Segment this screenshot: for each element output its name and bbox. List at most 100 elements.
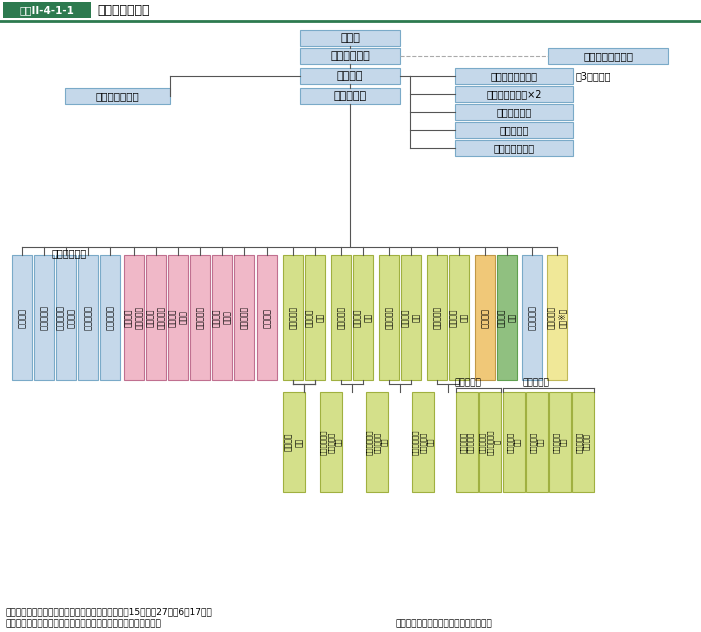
FancyBboxPatch shape (283, 255, 303, 380)
FancyBboxPatch shape (234, 255, 254, 380)
FancyBboxPatch shape (455, 122, 573, 138)
FancyBboxPatch shape (455, 104, 573, 120)
Text: 自衛隊地区
病院: 自衛隊地区 病院 (553, 432, 567, 453)
Text: 防衛施設
中央審議会: 防衛施設 中央審議会 (147, 306, 165, 329)
FancyBboxPatch shape (549, 392, 571, 492)
Text: 防衛大臣秘書官: 防衛大臣秘書官 (494, 143, 535, 153)
Text: 防衛大臣補佐官: 防衛大臣補佐官 (95, 91, 139, 101)
FancyBboxPatch shape (456, 392, 478, 492)
FancyBboxPatch shape (3, 2, 91, 18)
Text: 防衛医科
大学校: 防衛医科 大学校 (212, 308, 232, 327)
Text: 防衛事務次官: 防衛事務次官 (496, 107, 531, 117)
Text: 陸上幕僚
監部: 陸上幕僚 監部 (353, 308, 373, 327)
Text: 海上自衛隊の
部隊および
機関: 海上自衛隊の 部隊および 機関 (366, 429, 388, 455)
Text: 共同の部隊: 共同の部隊 (454, 378, 482, 387)
Text: 防衛大臣政策参与: 防衛大臣政策参与 (491, 71, 538, 81)
Text: 航空幕僚
監部: 航空幕僚 監部 (449, 308, 469, 327)
Text: （3人以内）: （3人以内） (576, 71, 611, 81)
FancyBboxPatch shape (34, 255, 54, 380)
Text: 整備計画局
（仮称）: 整備計画局 （仮称） (56, 305, 76, 330)
FancyBboxPatch shape (503, 392, 525, 492)
Text: 地方協力局: 地方協力局 (105, 305, 114, 330)
FancyBboxPatch shape (320, 392, 342, 492)
FancyBboxPatch shape (479, 392, 501, 492)
FancyBboxPatch shape (331, 255, 351, 380)
FancyBboxPatch shape (427, 255, 447, 380)
FancyBboxPatch shape (497, 255, 517, 380)
FancyBboxPatch shape (146, 255, 166, 380)
Text: （臨時または特例で置くものを除く。）: （臨時または特例で置くものを除く。） (395, 619, 491, 628)
FancyBboxPatch shape (455, 86, 573, 102)
FancyBboxPatch shape (124, 255, 144, 380)
FancyBboxPatch shape (0, 0, 701, 20)
FancyBboxPatch shape (283, 392, 305, 492)
FancyBboxPatch shape (401, 255, 421, 380)
Text: 統合幕僚長: 統合幕僚長 (289, 306, 297, 329)
Text: 防衛省の組織図: 防衛省の組織図 (97, 4, 149, 16)
Text: 国家安全保障会議: 国家安全保障会議 (583, 51, 633, 61)
Text: 内　閣: 内 閣 (340, 33, 360, 43)
FancyBboxPatch shape (300, 88, 400, 104)
Text: 防衛大臣: 防衛大臣 (336, 71, 363, 81)
Text: 共同の機関: 共同の機関 (522, 378, 550, 387)
FancyBboxPatch shape (12, 255, 32, 380)
Text: 人事教育局: 人事教育局 (83, 305, 93, 330)
FancyBboxPatch shape (475, 255, 495, 380)
Text: 防衛副大臣: 防衛副大臣 (334, 91, 367, 101)
Text: 防衛会議: 防衛会議 (262, 308, 271, 327)
Text: 自衛隊体育
学校: 自衛隊体育 学校 (507, 432, 521, 453)
Text: 防衛研究所: 防衛研究所 (240, 306, 248, 329)
FancyBboxPatch shape (522, 255, 542, 380)
FancyBboxPatch shape (455, 140, 573, 156)
FancyBboxPatch shape (78, 255, 98, 380)
Text: 防衛監察
本部: 防衛監察 本部 (497, 308, 517, 327)
FancyBboxPatch shape (300, 48, 400, 64)
FancyBboxPatch shape (455, 68, 573, 84)
Text: 航空幕僚長: 航空幕僚長 (433, 306, 442, 329)
Text: から起算して十月を超えない範囲内において政令で定める日: から起算して十月を超えない範囲内において政令で定める日 (5, 619, 161, 628)
FancyBboxPatch shape (547, 255, 567, 380)
FancyBboxPatch shape (190, 255, 210, 380)
FancyBboxPatch shape (300, 68, 400, 84)
Text: （内部部局）: （内部部局） (52, 248, 87, 258)
FancyBboxPatch shape (353, 255, 373, 380)
FancyBboxPatch shape (100, 255, 120, 380)
Text: 自衛隊員
倫理審査会: 自衛隊員 倫理審査会 (124, 306, 144, 329)
Text: 海上幕僚長: 海上幕僚長 (385, 306, 393, 329)
Text: 陸上幕僚長: 陸上幕僚長 (336, 306, 346, 329)
Text: 防衛人事
審議会: 防衛人事 審議会 (168, 308, 188, 327)
Text: （注）防衛装備庁の設置の日は、法律の公布の日（15（平成27）年6月17日）: （注）防衛装備庁の設置の日は、法律の公布の日（15（平成27）年6月17日） (5, 607, 212, 616)
Text: 図表II-4-1-1: 図表II-4-1-1 (20, 5, 74, 15)
FancyBboxPatch shape (168, 255, 188, 380)
FancyBboxPatch shape (572, 392, 594, 492)
Text: 自衛隊情報
システム隊: 自衛隊情報 システム隊 (460, 432, 474, 453)
FancyBboxPatch shape (526, 392, 548, 492)
Text: 情報本部: 情報本部 (480, 308, 489, 327)
FancyBboxPatch shape (56, 255, 76, 380)
Text: 地方防衛局: 地方防衛局 (527, 305, 536, 330)
Text: 航空自衛隊の
部隊および
機関: 航空自衛隊の 部隊および 機関 (412, 429, 434, 455)
Text: 防衛大学校: 防衛大学校 (196, 306, 205, 329)
Text: 防衛装備庁
（注※）: 防衛装備庁 （注※） (547, 306, 566, 329)
FancyBboxPatch shape (212, 255, 232, 380)
Text: 海上幕僚
監部: 海上幕僚 監部 (401, 308, 421, 327)
Text: 自衛隊中央
病院: 自衛隊中央 病院 (530, 432, 544, 453)
FancyBboxPatch shape (379, 255, 399, 380)
FancyBboxPatch shape (449, 255, 469, 380)
Text: 防衛審議官: 防衛審議官 (499, 125, 529, 135)
FancyBboxPatch shape (548, 48, 668, 64)
FancyBboxPatch shape (300, 30, 400, 46)
Text: 内閣総理大臣: 内閣総理大臣 (330, 51, 370, 61)
FancyBboxPatch shape (366, 392, 388, 492)
Text: 防衛大臣政務官×2: 防衛大臣政務官×2 (486, 89, 542, 99)
Text: 自衛隊指揮
通信システム
隊: 自衛隊指揮 通信システム 隊 (479, 429, 501, 455)
Text: 統合幕僚
監部: 統合幕僚 監部 (306, 308, 325, 327)
FancyBboxPatch shape (412, 392, 434, 492)
Text: 自衛隊地方
協力本部: 自衛隊地方 協力本部 (576, 432, 590, 453)
Text: 陸上自衛隊の
部隊および
機関: 陸上自衛隊の 部隊および 機関 (320, 429, 342, 455)
Text: 大臣官房: 大臣官房 (18, 308, 27, 327)
FancyBboxPatch shape (257, 255, 277, 380)
Text: 防衛政策局: 防衛政策局 (39, 305, 48, 330)
Text: 統合幕僚
学校: 統合幕僚 学校 (285, 433, 304, 451)
FancyBboxPatch shape (305, 255, 325, 380)
